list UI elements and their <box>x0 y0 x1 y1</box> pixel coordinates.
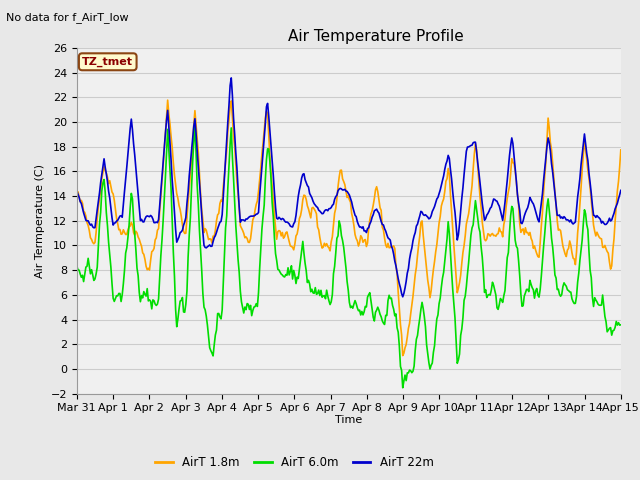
Y-axis label: Air Termperature (C): Air Termperature (C) <box>35 164 45 278</box>
AirT 1.8m <box>378 224 386 230</box>
Line: AirT 6.0m: AirT 6.0m <box>77 127 621 388</box>
AirT 6.0m <box>406 367 413 373</box>
AirT 1.8m <box>475 179 483 184</box>
AirT 22m <box>399 294 406 300</box>
Text: TZ_tmet: TZ_tmet <box>82 57 133 67</box>
AirT 6.0m <box>243 300 251 306</box>
AirT 6.0m <box>475 225 483 230</box>
X-axis label: Time: Time <box>335 415 362 425</box>
AirT 6.0m <box>378 318 386 324</box>
AirT 1.8m <box>164 97 172 103</box>
AirT 22m <box>227 75 235 81</box>
AirT 6.0m <box>303 280 311 286</box>
AirT 1.8m <box>243 236 251 241</box>
AirT 22m <box>569 221 577 227</box>
AirT 22m <box>475 169 483 175</box>
AirT 1.8m <box>617 147 625 153</box>
AirT 1.8m <box>73 190 81 196</box>
AirT 1.8m <box>399 353 406 359</box>
AirT 1.8m <box>406 321 413 326</box>
AirT 6.0m <box>73 263 81 269</box>
AirT 22m <box>303 183 311 189</box>
AirT 22m <box>243 216 251 222</box>
AirT 6.0m <box>617 322 625 328</box>
Line: AirT 1.8m: AirT 1.8m <box>77 100 621 356</box>
Title: Air Temperature Profile: Air Temperature Profile <box>288 29 464 44</box>
AirT 6.0m <box>399 385 406 391</box>
Line: AirT 22m: AirT 22m <box>77 78 621 297</box>
AirT 1.8m <box>303 203 311 209</box>
Legend: AirT 1.8m, AirT 6.0m, AirT 22m: AirT 1.8m, AirT 6.0m, AirT 22m <box>150 452 438 474</box>
AirT 22m <box>406 256 413 262</box>
AirT 22m <box>73 188 81 193</box>
AirT 6.0m <box>191 124 199 130</box>
Text: No data for f_AirT_low: No data for f_AirT_low <box>6 12 129 23</box>
AirT 22m <box>378 222 386 228</box>
AirT 1.8m <box>569 255 577 261</box>
AirT 6.0m <box>569 299 577 304</box>
AirT 22m <box>617 188 625 193</box>
